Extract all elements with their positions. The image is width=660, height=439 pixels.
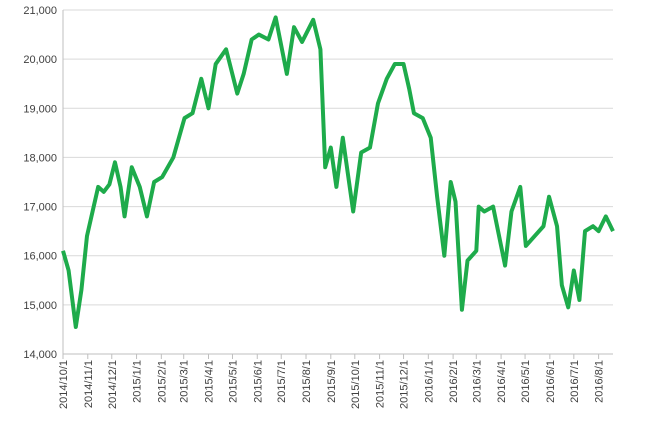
x-tick-label: 2015/6/1 (252, 360, 264, 403)
x-tick-label: 2016/3/1 (471, 360, 483, 403)
x-tick-label: 2016/4/1 (496, 360, 508, 403)
x-tick-label: 2016/1/1 (423, 360, 435, 403)
x-tick-label: 2015/2/1 (156, 360, 168, 403)
x-tick-label: 2015/1/1 (132, 360, 144, 403)
x-tick-label: 2016/7/1 (569, 360, 581, 403)
x-tick-label: 2014/11/1 (83, 360, 95, 408)
y-tick-label: 14,000 (23, 349, 57, 361)
x-tick-label: 2015/3/1 (179, 360, 191, 403)
x-tick-label: 2015/11/1 (375, 360, 387, 408)
x-tick-label: 2016/2/1 (448, 360, 460, 403)
x-tick-label: 2015/4/1 (203, 360, 215, 403)
y-tick-label: 17,000 (23, 202, 57, 214)
x-tick-label: 2015/10/1 (350, 360, 362, 409)
y-tick-label: 15,000 (23, 300, 57, 312)
y-tick-label: 16,000 (23, 251, 57, 263)
x-tick-label: 2015/9/1 (326, 360, 338, 403)
y-tick-label: 20,000 (23, 54, 57, 66)
x-tick-label: 2015/7/1 (276, 360, 288, 403)
y-tick-label: 19,000 (23, 103, 57, 115)
x-tick-label: 2016/6/1 (545, 360, 557, 403)
x-tick-label: 2015/12/1 (399, 360, 411, 409)
x-tick-label: 2015/5/1 (227, 360, 239, 403)
x-tick-label: 2015/8/1 (301, 360, 313, 403)
x-tick-label: 2014/12/1 (107, 360, 119, 409)
y-tick-label: 21,000 (23, 5, 57, 17)
x-tick-label: 2016/5/1 (520, 360, 532, 403)
x-tick-label: 2014/10/1 (58, 360, 70, 409)
y-tick-label: 18,000 (23, 152, 57, 164)
x-tick-label: 2016/8/1 (594, 360, 606, 403)
data-line (61, 15, 615, 329)
